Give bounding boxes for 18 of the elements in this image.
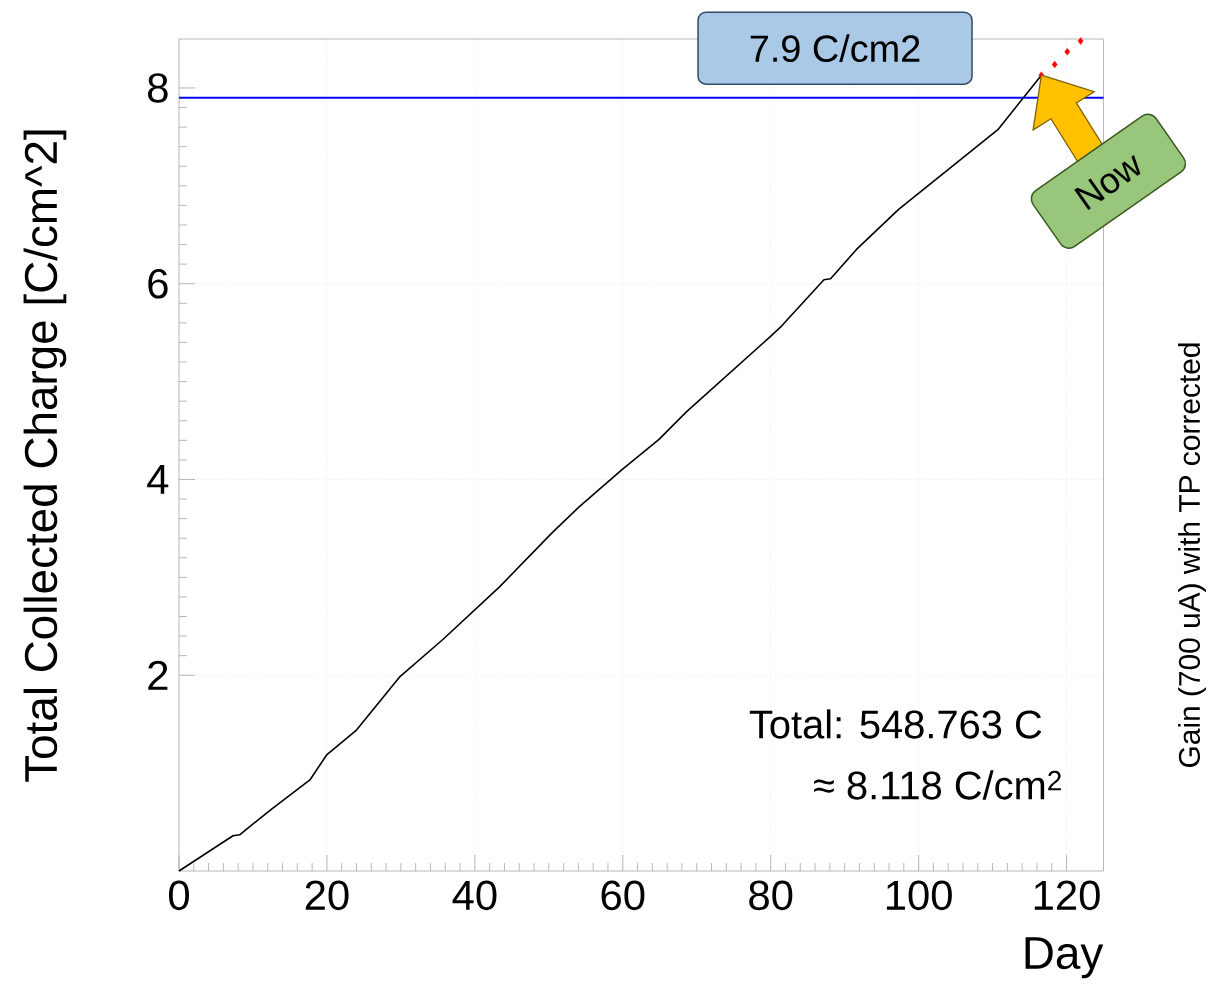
x-tick-label: 40 [452, 880, 497, 911]
x-tick-label: 100 [886, 880, 952, 911]
text: Gain (700 uA) with TP corrected [1178, 343, 1206, 767]
y-tick-label: 4 [147, 465, 169, 494]
y-tick-label: 8 [148, 73, 168, 103]
x-tick-label: 60 [601, 880, 645, 911]
y-tick-label: 6 [148, 268, 168, 299]
annotation: ≈ 8.118 C/cm$^{2}$ [814, 770, 1061, 800]
y-tick-label: 2 [148, 660, 168, 690]
annotation: Total: 548.763 C [749, 709, 1042, 739]
annotation: Now [1074, 155, 1141, 211]
x-tick-label: 20 [305, 880, 349, 911]
y-axis-title: Total Collected Charge [C/cm^2] [23, 130, 67, 782]
x-axis-title: Day [1025, 937, 1104, 979]
ref-line-label: 7.9 C/cm2 [750, 34, 920, 63]
x-tick-label: 80 [749, 880, 793, 911]
x-tick-label: 0 [169, 880, 189, 911]
x-tick-label: 120 [1034, 880, 1100, 911]
